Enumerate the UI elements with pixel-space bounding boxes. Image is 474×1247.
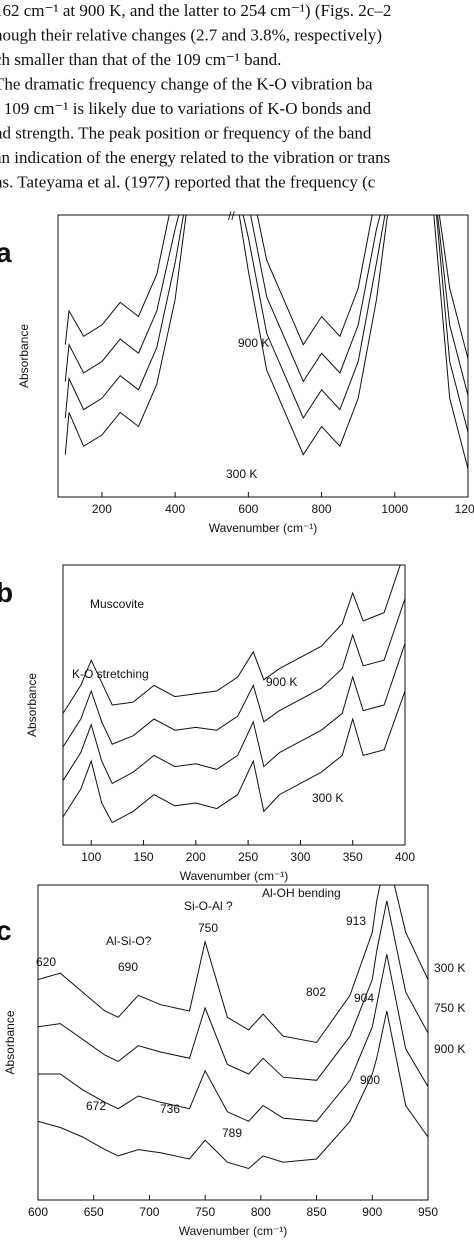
annotation: Al-Si-O? [106, 934, 152, 948]
x-tick-label: 1000 [381, 502, 408, 516]
spectrum-line [64, 215, 468, 359]
x-tick-label: 300 [290, 850, 310, 864]
y-axis-label: Absorbance [3, 1010, 17, 1074]
annotation: 300 K [312, 791, 343, 805]
annotation: 900 K [434, 1042, 465, 1056]
x-tick-label: 650 [84, 1205, 104, 1219]
x-tick-label: 200 [92, 502, 112, 516]
plot-frame [57, 214, 469, 498]
spectrum-line [63, 565, 401, 714]
panel-label: a [0, 237, 12, 268]
x-tick-label: 400 [395, 850, 415, 864]
annotation: 913 [346, 914, 366, 928]
x-tick-label: 700 [139, 1205, 159, 1219]
x-tick-label: 100 [81, 850, 101, 864]
x-tick-label: 900 [362, 1205, 382, 1219]
x-tick-label: 250 [238, 850, 258, 864]
annotation: 750 K [434, 1001, 465, 1015]
plot-area [64, 215, 468, 469]
plot-area [38, 885, 428, 1170]
y-axis-label: Absorbance [25, 673, 39, 737]
paragraph-line: ch smaller than that of the 109 cm⁻¹ ban… [0, 50, 281, 69]
annotation: 672 [86, 1099, 106, 1113]
x-tick-label: 400 [165, 502, 185, 516]
x-tick-label: 950 [418, 1205, 438, 1219]
x-tick-label: 350 [343, 850, 363, 864]
x-tick-label: 800 [312, 502, 332, 516]
paragraph-line: r 109 cm⁻¹ is likely due to variations o… [0, 99, 372, 118]
annotation: Muscovite [90, 597, 144, 611]
annotation: 789 [222, 1126, 242, 1140]
annotation: 750 [198, 921, 218, 935]
paragraph-line: an indication of the energy related to t… [0, 148, 390, 167]
annotation: 802 [306, 985, 326, 999]
axis-break: // [228, 209, 235, 223]
plot-area [63, 565, 405, 824]
annotation: Al-OH bending [262, 886, 341, 900]
x-tick-label: 150 [134, 850, 154, 864]
annotation: 736 [160, 1102, 180, 1116]
annotation: 904 [354, 991, 374, 1005]
x-tick-label: 600 [28, 1205, 48, 1219]
panel-label: b [0, 577, 13, 608]
paragraph-line: The dramatic frequency change of the K-O… [0, 75, 373, 94]
paragraph-line: 162 cm⁻¹ at 900 K, and the latter to 254… [0, 1, 391, 20]
annotation: K-O stretching [72, 667, 149, 681]
annotation: 900 K [266, 675, 297, 689]
spectrum-line [38, 1010, 428, 1170]
spectrum-line [63, 598, 405, 748]
annotation: 300 K [226, 467, 257, 481]
annotation: Si-O-Al ? [184, 899, 233, 913]
spectrum-line [38, 900, 428, 1081]
x-tick-label: 800 [251, 1205, 271, 1219]
x-tick-label: 1200 [455, 502, 474, 516]
annotation: 300 K [434, 961, 465, 975]
x-tick-label: 850 [307, 1205, 327, 1219]
paragraph-line: ns. Tateyama et al. (1977) reported that… [0, 173, 376, 192]
x-tick-label: 750 [195, 1205, 215, 1219]
y-axis-label: Absorbance [17, 324, 31, 388]
spectrum-line [64, 215, 468, 469]
spectrum-line [64, 215, 468, 433]
x-axis-label: Wavenumber (cm⁻¹) [180, 869, 289, 883]
annotation: 900 [360, 1073, 380, 1087]
spectrum-line [38, 885, 428, 1044]
x-tick-label: 200 [186, 850, 206, 864]
annotation: 620 [36, 955, 56, 969]
annotation: 690 [118, 960, 138, 974]
spectrum-line [64, 215, 468, 396]
spectrum-line [63, 690, 405, 824]
spectrum-line [38, 954, 428, 1122]
x-tick-label: 600 [238, 502, 258, 516]
panel-label: c [0, 915, 12, 946]
x-axis-label: Wavenumber (cm⁻¹) [179, 1224, 288, 1238]
paragraph-line: nd strength. The peak position or freque… [0, 124, 372, 143]
plot-frame [37, 884, 429, 1201]
plot-frame [62, 564, 406, 846]
paragraph-line: hough their relative changes (2.7 and 3.… [0, 26, 382, 45]
x-axis-label: Wavenumber (cm⁻¹) [209, 521, 318, 535]
annotation: 900 K [238, 336, 269, 350]
spectrum-line [63, 643, 405, 785]
